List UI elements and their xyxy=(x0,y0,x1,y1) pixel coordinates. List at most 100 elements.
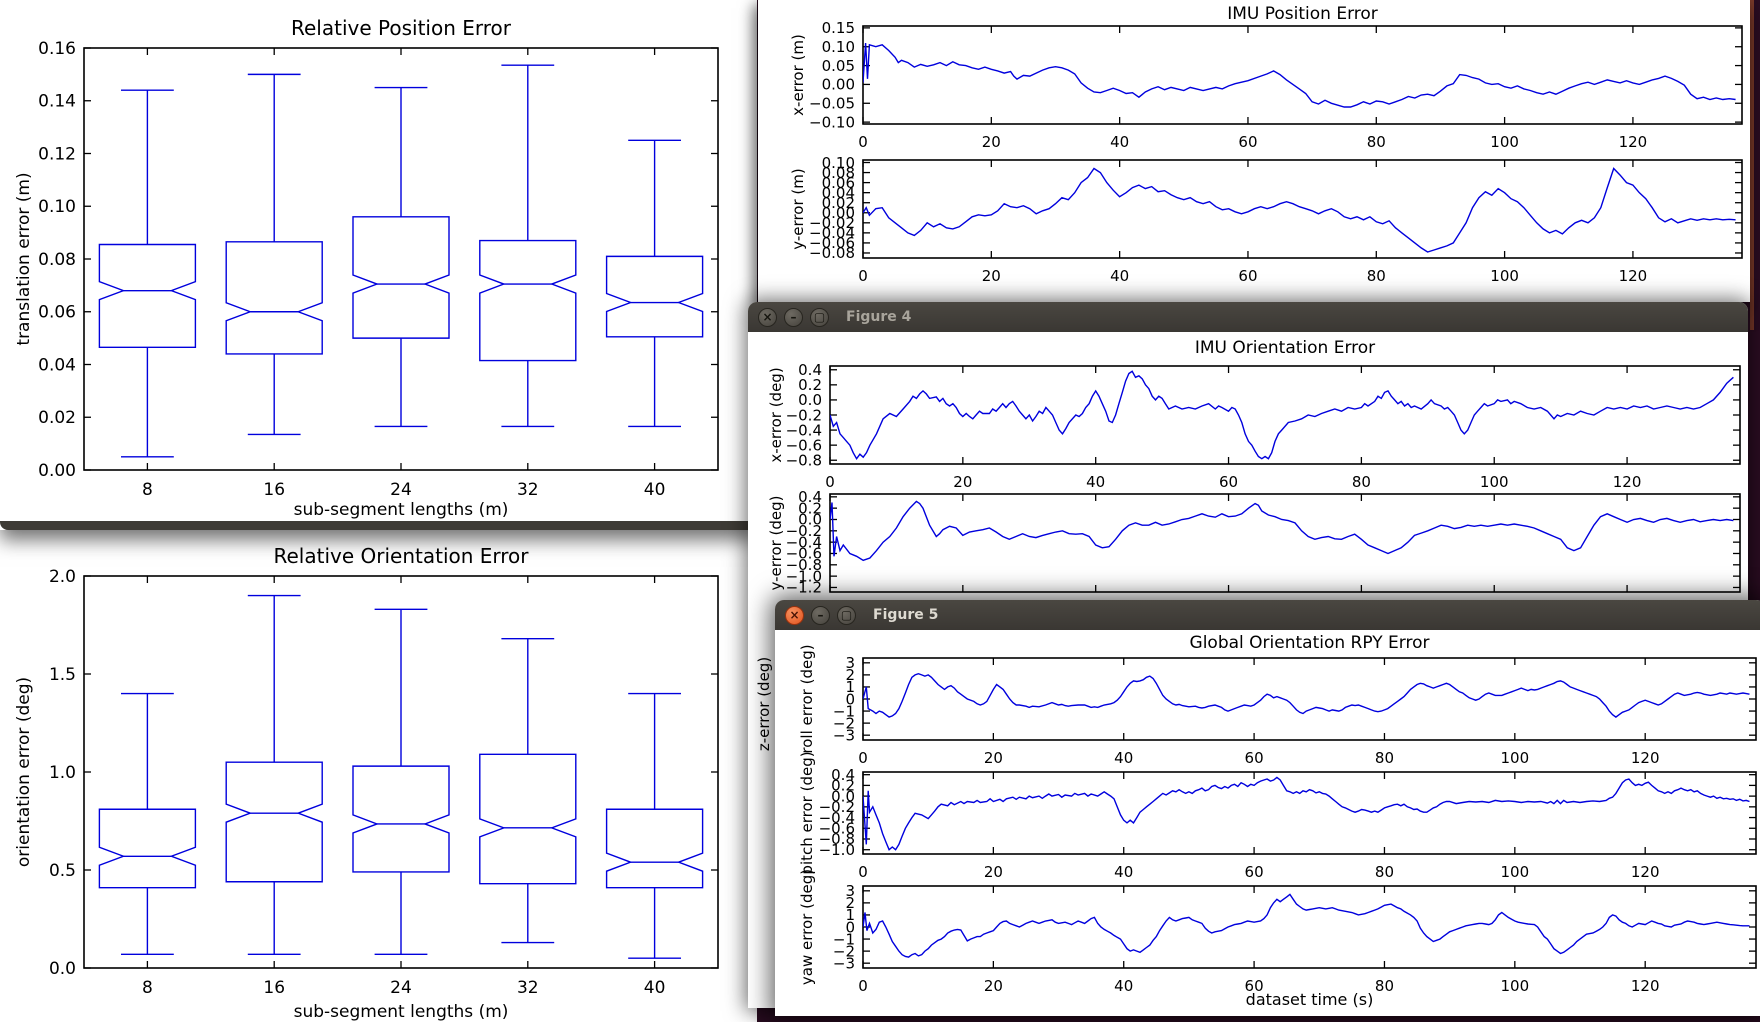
svg-text:120: 120 xyxy=(1613,473,1642,491)
window-title: Figure 5 xyxy=(873,607,939,623)
svg-text:−0.4: −0.4 xyxy=(786,533,822,551)
titlebar-figure-5[interactable]: × – ▢ Figure 5 xyxy=(775,600,1760,630)
svg-text:8: 8 xyxy=(142,978,153,998)
svg-text:80: 80 xyxy=(1375,977,1394,995)
svg-text:2.0: 2.0 xyxy=(49,567,76,587)
figure-title: IMU Orientation Error xyxy=(1194,338,1376,358)
window-bottom-edge xyxy=(0,521,757,530)
svg-text:1: 1 xyxy=(845,906,855,924)
svg-text:0.06: 0.06 xyxy=(38,303,76,323)
svg-text:3: 3 xyxy=(845,654,855,672)
svg-text:0.14: 0.14 xyxy=(38,92,76,112)
svg-text:40: 40 xyxy=(644,480,666,500)
svg-text:−0.4: −0.4 xyxy=(819,809,855,827)
y-axis-label-pitch: pitch error (deg) xyxy=(798,751,816,875)
svg-text:20: 20 xyxy=(984,749,1003,767)
svg-text:−0.2: −0.2 xyxy=(819,798,855,816)
window-relative-position-error: 0.00 0.02 0.04 0.06 0.08 0.10 0.12 0.14 0.16 8 16 2… xyxy=(0,0,757,530)
svg-text:120: 120 xyxy=(1631,863,1660,881)
svg-text:0: 0 xyxy=(858,267,868,285)
svg-text:0.10: 0.10 xyxy=(822,154,855,172)
figure-title: IMU Position Error xyxy=(1227,4,1378,24)
svg-text:20: 20 xyxy=(984,863,1003,881)
svg-text:60: 60 xyxy=(1238,133,1257,151)
svg-text:0.02: 0.02 xyxy=(38,408,76,428)
svg-text:80: 80 xyxy=(1367,267,1386,285)
minimize-icon[interactable]: – xyxy=(784,307,803,327)
svg-text:0.16: 0.16 xyxy=(38,39,76,59)
titlebar-figure-4[interactable]: × – ▢ Figure 4 xyxy=(748,302,1748,332)
svg-text:40: 40 xyxy=(1110,267,1129,285)
svg-text:60: 60 xyxy=(1245,977,1264,995)
svg-text:0.10: 0.10 xyxy=(38,197,76,217)
close-icon[interactable]: × xyxy=(758,307,777,327)
svg-text:120: 120 xyxy=(1631,749,1660,767)
svg-text:0.15: 0.15 xyxy=(822,19,855,37)
svg-text:0.4: 0.4 xyxy=(798,488,822,506)
close-icon[interactable]: × xyxy=(785,605,804,625)
y-axis-label-z-error: z-error (deg) xyxy=(755,656,773,752)
svg-text:0: 0 xyxy=(845,918,855,936)
svg-text:100: 100 xyxy=(1480,473,1509,491)
y-axis-label: translation error (m) xyxy=(14,172,34,346)
svg-text:−0.8: −0.8 xyxy=(786,451,822,469)
svg-text:20: 20 xyxy=(982,133,1001,151)
svg-text:0.0: 0.0 xyxy=(49,959,76,979)
y-axis-label-y-error: y-error (m) xyxy=(789,168,807,250)
svg-text:−0.8: −0.8 xyxy=(819,830,855,848)
figure-title: Relative Orientation Error xyxy=(273,544,529,568)
figure-5-content: 3 2 1 0 −1 −2 −3 0 20 40 60 80 100 120 0.4 0.2 0.0 −0.2 −0… xyxy=(775,630,1760,1016)
imu-position-line-canvas: 0.150.100.050.00−0.05−0.100 20 40 60 80 100 12… xyxy=(809,19,1743,285)
x-axis-label: sub-segment lengths (m) xyxy=(293,500,509,520)
svg-text:−3: −3 xyxy=(833,954,855,972)
svg-text:40: 40 xyxy=(1110,133,1129,151)
minimize-icon[interactable]: – xyxy=(811,605,830,625)
svg-text:−0.06: −0.06 xyxy=(809,234,855,252)
svg-text:100: 100 xyxy=(1501,749,1530,767)
svg-text:3: 3 xyxy=(845,882,855,900)
svg-text:−0.4: −0.4 xyxy=(786,421,822,439)
svg-text:24: 24 xyxy=(390,978,412,998)
svg-text:0: 0 xyxy=(858,133,868,151)
svg-text:−0.2: −0.2 xyxy=(786,406,822,424)
y-axis-label-yaw: yaw error (deg) xyxy=(798,868,816,986)
svg-text:0.12: 0.12 xyxy=(38,144,76,164)
svg-text:0.00: 0.00 xyxy=(822,204,855,222)
svg-text:0.0: 0.0 xyxy=(798,511,822,529)
svg-text:−0.8: −0.8 xyxy=(786,556,822,574)
y-axis-label-roll: roll error (deg) xyxy=(798,644,816,754)
svg-text:2: 2 xyxy=(845,666,855,684)
y-axis-label-x-error: x-error (m) xyxy=(789,34,807,116)
maximize-icon[interactable]: ▢ xyxy=(810,307,829,327)
svg-text:−0.6: −0.6 xyxy=(786,436,822,454)
svg-text:1: 1 xyxy=(845,678,855,696)
svg-text:100: 100 xyxy=(1501,977,1530,995)
svg-text:−3: −3 xyxy=(833,726,855,744)
svg-text:0: 0 xyxy=(858,977,868,995)
svg-text:−1: −1 xyxy=(833,930,855,948)
svg-text:0.2: 0.2 xyxy=(798,499,822,517)
y-axis-label-y-error: y-error (deg) xyxy=(767,495,785,591)
svg-text:120: 120 xyxy=(1631,977,1660,995)
svg-text:−1.2: −1.2 xyxy=(786,579,822,597)
svg-text:40: 40 xyxy=(1086,473,1105,491)
svg-text:80: 80 xyxy=(1367,133,1386,151)
svg-text:40: 40 xyxy=(1114,749,1133,767)
svg-text:1.0: 1.0 xyxy=(49,763,76,783)
svg-text:0.04: 0.04 xyxy=(822,184,855,202)
svg-text:80: 80 xyxy=(1352,473,1371,491)
svg-text:60: 60 xyxy=(1245,749,1264,767)
svg-text:0.08: 0.08 xyxy=(38,250,76,270)
svg-text:0.10: 0.10 xyxy=(822,38,855,56)
svg-text:80: 80 xyxy=(1375,749,1394,767)
svg-text:60: 60 xyxy=(1245,863,1264,881)
imu-orientation-line-canvas: 0.40.20.0−0.2−0.4−0.6−0.80 20 40 60 80 100 120… xyxy=(786,361,1741,619)
svg-text:0.05: 0.05 xyxy=(822,57,855,75)
window-title: Figure 4 xyxy=(846,309,912,325)
svg-text:16: 16 xyxy=(263,480,285,500)
maximize-icon[interactable]: ▢ xyxy=(837,605,856,625)
svg-text:0.0: 0.0 xyxy=(798,391,822,409)
relative-orientation-boxplot-canvas: 0.0 0.5 1.0 1.5 2.0 8 16 24 32 40 xyxy=(49,567,719,998)
